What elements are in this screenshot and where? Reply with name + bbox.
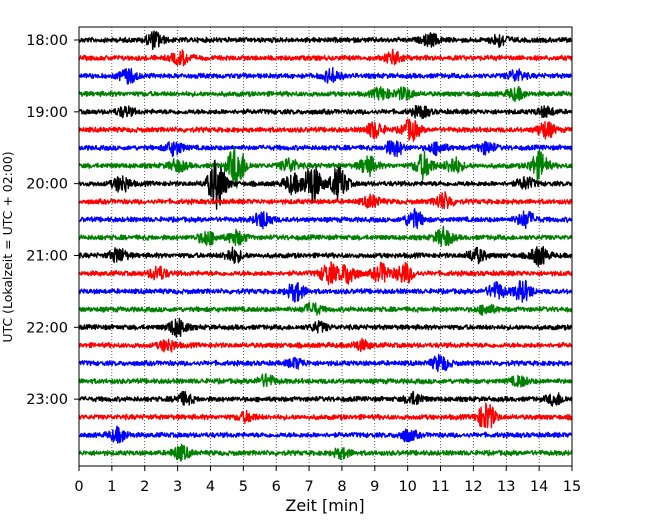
- x-tick-label: 0: [74, 479, 83, 495]
- x-tick-label: 6: [272, 479, 281, 495]
- y-axis-label: UTC (Lokalzeit = UTC + 02:00): [0, 151, 15, 342]
- x-tick-label: 8: [337, 479, 346, 495]
- trace-line: [78, 159, 573, 210]
- x-tick-label: 14: [530, 479, 548, 495]
- trace-group: [78, 30, 573, 462]
- x-tick-label: 12: [464, 479, 482, 495]
- x-tick-label: 3: [173, 479, 182, 495]
- trace-line: [78, 146, 573, 189]
- x-tick-label: 11: [431, 479, 449, 495]
- trace-line: [78, 425, 573, 444]
- trace-line: [78, 67, 573, 85]
- x-axis: 0 1 2 3 4 5 6 7 8 9 10 11 12 13 14 15: [74, 466, 581, 495]
- trace-line: [78, 191, 573, 210]
- x-grid-lines: [111, 27, 540, 466]
- trace-line: [78, 390, 573, 407]
- trace-line: [78, 48, 573, 67]
- x-axis-label: Zeit [min]: [285, 496, 364, 515]
- x-tick-label: 1: [107, 479, 116, 495]
- x-tick-label: 10: [398, 479, 416, 495]
- y-tick-label: 22:00: [26, 320, 68, 336]
- trace-line: [78, 353, 573, 373]
- trace-line: [78, 104, 573, 120]
- x-tick-label: 15: [563, 479, 581, 495]
- trace-line: [78, 402, 573, 429]
- trace-line: [78, 317, 573, 338]
- trace-line: [78, 208, 573, 230]
- trace-line: [78, 337, 573, 353]
- trace-line: [78, 30, 573, 51]
- trace-line: [78, 443, 573, 462]
- trace-line: [78, 301, 573, 316]
- trace-line: [78, 261, 573, 286]
- trace-line: [78, 245, 573, 268]
- trace-line: [78, 140, 573, 158]
- plot-frame: [78, 26, 573, 467]
- x-tick-label: 7: [304, 479, 313, 495]
- x-tick-label: 5: [239, 479, 248, 495]
- y-tick-label: 23:00: [26, 392, 68, 408]
- trace-line: [78, 85, 573, 103]
- y-tick-label: 20:00: [26, 177, 68, 193]
- y-tick-label: 21:00: [26, 248, 68, 264]
- y-tick-label: 19:00: [26, 105, 68, 121]
- x-tick-label: 13: [497, 479, 515, 495]
- y-tick-label: 18:00: [26, 33, 68, 49]
- x-tick-label: 4: [206, 479, 215, 495]
- x-tick-label: 2: [140, 479, 149, 495]
- x-tick-label: 9: [370, 479, 379, 495]
- trace-line: [78, 118, 573, 142]
- trace-line: [78, 279, 573, 303]
- trace-line: [78, 373, 573, 388]
- trace-line: [78, 225, 573, 247]
- y-axis: 18:00 19:00 20:00 21:00 22:00 23:00: [26, 33, 79, 408]
